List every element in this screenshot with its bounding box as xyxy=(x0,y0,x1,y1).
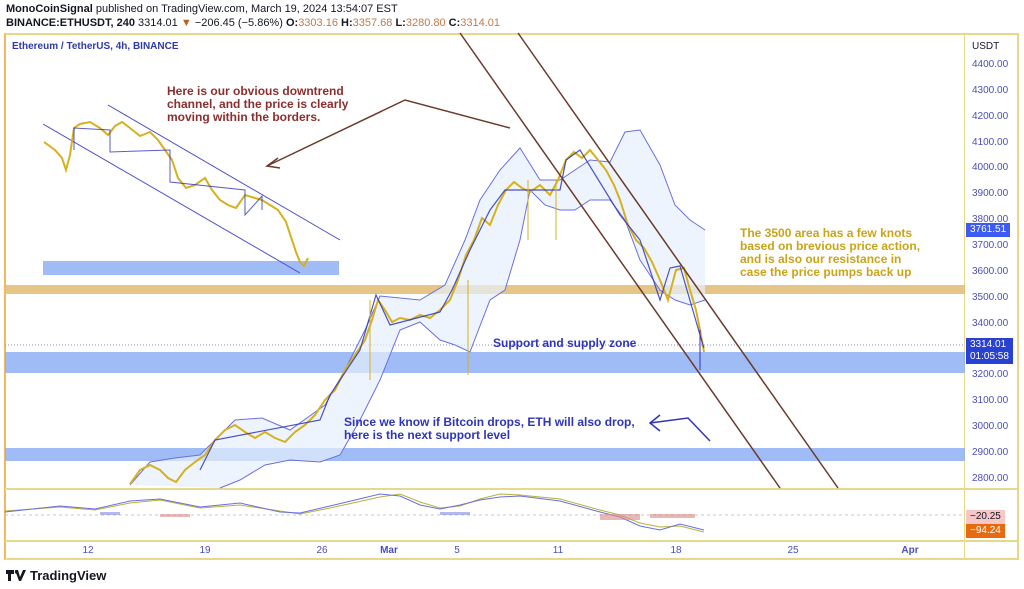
last-price-label: 3314.01 01:05:58 xyxy=(966,338,1013,364)
bb-upper-price-label: 3761.51 xyxy=(966,223,1011,237)
time-axis-separator xyxy=(5,540,1018,542)
open-label: O: xyxy=(285,17,299,29)
bollinger-band-fill xyxy=(130,130,705,488)
time-tick: Apr xyxy=(901,545,919,556)
price-tick: 3200.00 xyxy=(972,369,1009,380)
price-tick: 4400.00 xyxy=(972,59,1009,70)
price-tick: 4100.00 xyxy=(972,137,1009,148)
channel-arrow xyxy=(266,99,511,167)
annotation-line: channel, and the price is clearly xyxy=(167,97,349,111)
time-tick: 26 xyxy=(316,545,328,556)
time-tick: 18 xyxy=(670,545,682,556)
bar-countdown: 01:05:58 xyxy=(970,351,1009,362)
time-tick: 12 xyxy=(82,545,94,556)
price-tick: 3700.00 xyxy=(972,240,1009,251)
pane-separator[interactable] xyxy=(5,488,1018,490)
low-value: 3280.80 xyxy=(405,17,446,29)
price-tick: 3400.00 xyxy=(972,318,1009,329)
next-support-annotation[interactable]: Since we know if Bitcoin drops, ETH will… xyxy=(344,416,635,442)
price-tick: 3500.00 xyxy=(972,292,1009,303)
next-support-zone xyxy=(5,448,965,461)
annotation-line: The 3500 area has a few knots xyxy=(740,226,913,240)
price-tick: 3800.00 xyxy=(972,214,1009,225)
chart-frame xyxy=(4,33,1019,560)
price-axis-divider xyxy=(964,35,965,558)
macd-value-label: −20.25 xyxy=(966,510,1005,524)
published-text: published on TradingView.com, March 19, … xyxy=(95,3,398,15)
resistance-annotation[interactable]: The 3500 area has a few knots based on b… xyxy=(740,227,920,279)
price-tick: 4300.00 xyxy=(972,85,1009,96)
chart-title[interactable]: Ethereum / TetherUS, 4h, BINANCE xyxy=(12,41,179,52)
annotation-line: moving within the borders. xyxy=(167,110,321,124)
open-value: 3303.16 xyxy=(298,17,338,29)
last-price: 3314.01 xyxy=(138,17,178,29)
price-change: −206.45 (−5.86%) xyxy=(194,17,283,29)
publish-info: MonoCoinSignal published on TradingView.… xyxy=(6,3,398,15)
bollinger-lower xyxy=(219,188,706,489)
annotation-line: Here is our obvious downtrend xyxy=(167,84,344,98)
bollinger-upper xyxy=(129,129,706,486)
price-tick: 4000.00 xyxy=(972,162,1009,173)
annotation-line: Since we know if Bitcoin drops, ETH will… xyxy=(344,415,635,429)
signal-value-label: −94.24 xyxy=(966,524,1005,538)
down-arrow-icon: ▼ xyxy=(180,17,192,29)
currency-label[interactable]: USDT xyxy=(972,41,1000,52)
close-value: 3314.01 xyxy=(460,17,501,29)
price-tick: 3600.00 xyxy=(972,266,1009,277)
brand-name: TradingView xyxy=(30,568,107,583)
time-tick: 25 xyxy=(787,545,799,556)
price-tick: 3900.00 xyxy=(972,188,1009,199)
annotation-line: here is the next support level xyxy=(344,428,511,442)
annotation-line: and is also our resistance in xyxy=(740,252,902,266)
close-label: C: xyxy=(448,17,461,29)
price-tick: 2900.00 xyxy=(972,447,1009,458)
support-arrow xyxy=(649,417,711,442)
high-label: H: xyxy=(341,17,353,29)
tradingview-logo[interactable]: TradingView xyxy=(6,568,106,583)
symbol-info-bar: BINANCE:ETHUSDT, 240 3314.01 ▼ −206.45 (… xyxy=(6,17,500,29)
annotation-line: based on brevious price action, xyxy=(740,239,921,253)
channel-annotation[interactable]: Here is our obvious downtrend channel, a… xyxy=(167,85,348,124)
channel-upper-line xyxy=(107,104,341,241)
time-tick: 19 xyxy=(199,545,211,556)
time-tick: 5 xyxy=(454,545,460,556)
price-tick: 3100.00 xyxy=(972,395,1009,406)
symbol-name: BINANCE:ETHUSDT, 240 xyxy=(6,17,135,29)
support-zone-label[interactable]: Support and supply zone xyxy=(493,336,637,350)
tradingview-logo-icon xyxy=(6,570,26,581)
price-tick: 3000.00 xyxy=(972,421,1009,432)
channel-lower-line xyxy=(42,123,301,274)
descending-channel-lower xyxy=(459,32,781,489)
last-price-value: 3314.01 xyxy=(970,339,1007,350)
time-tick: Mar xyxy=(380,545,398,556)
price-tick: 2800.00 xyxy=(972,473,1009,484)
low-label: L: xyxy=(395,17,406,29)
author-name[interactable]: MonoCoinSignal xyxy=(6,3,93,15)
support-supply-zone xyxy=(5,352,965,373)
local-support-zone xyxy=(43,261,339,275)
price-tick: 4200.00 xyxy=(972,111,1009,122)
descending-channel-upper xyxy=(517,32,839,489)
high-value: 3357.68 xyxy=(352,17,393,29)
annotation-line: case the price pumps back up xyxy=(740,265,912,279)
time-tick: 11 xyxy=(552,545,564,556)
